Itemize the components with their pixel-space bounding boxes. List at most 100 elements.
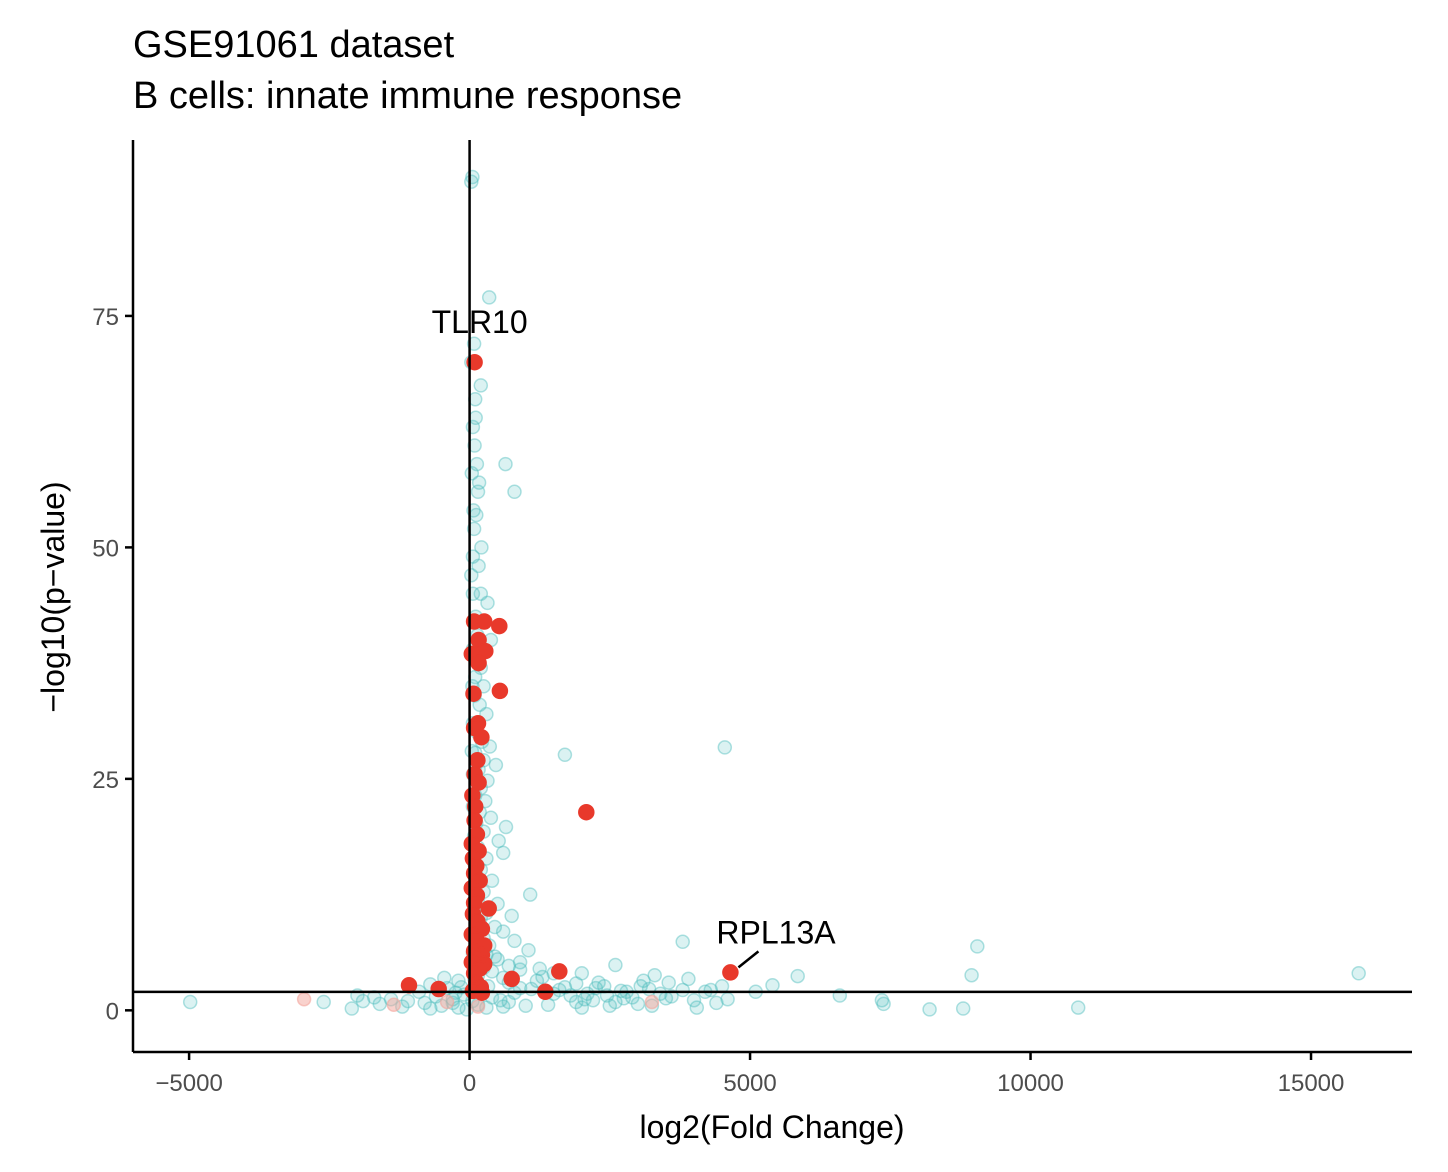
gene-point [602,998,618,1013]
gene-point [608,994,623,1010]
gene-point [636,973,651,988]
pathway-gene-point [551,963,568,980]
gene-annotation: TLR10 [432,304,528,340]
gene-point [681,971,696,987]
gene-point [464,174,479,189]
pathway-gene-point [400,977,418,994]
gene-point [468,410,483,426]
pathway-gene-point-nonsig [470,999,486,1014]
gene-point [470,484,486,500]
gene-point [400,993,416,1009]
gene-point [568,976,584,991]
pathway-gene-point [430,980,447,998]
gene-annotation: RPL13A [716,914,836,969]
gene-point [574,1000,590,1015]
gene-point [507,933,522,949]
gene-point [471,558,486,574]
gene-point [874,992,890,1008]
pathway-gene-point-nonsig [439,994,455,1010]
y-tick-label: 0 [106,998,119,1025]
pathway-gene-point-nonsig [386,997,402,1013]
pathway-gene-point [503,970,520,988]
gene-point [574,966,590,981]
gene-point [557,747,573,763]
gene-point [717,740,733,755]
gene-point [535,969,550,985]
gene-point [675,934,690,950]
gene-label: TLR10 [432,304,528,340]
gene-point [501,994,517,1010]
gene-point [661,975,676,990]
gene-point [964,967,979,983]
gene-point [518,998,533,1013]
gene-point [491,833,506,849]
gene-point [689,1000,705,1015]
gene-point [512,954,528,970]
gene-point [498,456,513,472]
pathway-gene-point [469,752,486,769]
gene-annotation-leader [737,950,760,969]
gene-point [955,1001,971,1016]
gene-point [876,996,891,1012]
x-tick-label: 0 [463,1070,476,1097]
gene-point [498,819,514,835]
gene-point [464,466,480,481]
gene-point [608,957,623,973]
gene-point [686,992,702,1008]
pathway-gene-point-nonsig [296,991,312,1007]
gene-point [464,567,479,583]
gene-point [529,973,545,988]
gene-point [316,994,331,1010]
x-tick-label: 15000 [1278,1070,1345,1097]
pathway-gene-point [491,617,508,635]
x-tick-label: 5000 [723,1070,776,1097]
gene-point [467,438,482,453]
gene-label: RPL13A [716,914,836,950]
pathway-gene-point-nonsig [644,994,660,1010]
gene-point [495,924,511,939]
gene-point [664,989,679,1004]
gene-point [591,975,606,990]
gene-point [585,992,601,1008]
gene-point [495,999,511,1014]
pathway-gene-point [470,654,487,672]
gene-point [474,540,489,555]
x-tick-label: −5000 [155,1070,222,1097]
gene-point [469,507,484,523]
pathway-gene-point [578,803,595,821]
gene-point [1070,1000,1086,1015]
gene-point [466,336,482,351]
y-tick-label: 75 [92,304,119,331]
gene-point [344,1001,360,1016]
gene-point [532,961,547,976]
gene-point [473,586,489,601]
gene-point [466,521,482,537]
gene-point [709,995,724,1011]
gene-point [451,973,466,988]
gene-point [495,845,511,861]
gene-point [372,996,388,1012]
gene-point [580,986,595,1001]
x-axis-title: log2(Fold Change) [639,1109,904,1145]
gene-point [970,939,985,954]
gene-point [417,995,432,1011]
gene-point [675,982,690,998]
pathway-gene-point [722,964,739,981]
pathway-gene-point [480,900,497,917]
gene-point [557,979,573,995]
x-tick-label: 10000 [997,1070,1064,1097]
gene-point [182,994,198,1010]
gene-point [616,991,632,1006]
gene-point [480,595,495,611]
gene-point [451,1000,466,1015]
reference-lines [133,140,1412,1052]
gene-point [568,994,584,1010]
pathway-gene-point [491,682,509,700]
points-layer [182,169,1366,1017]
pathway-gene-point [465,685,482,702]
gene-point [522,887,538,902]
gene-point [1351,966,1366,981]
gene-point [355,993,371,1009]
gene-point [473,378,489,393]
gene-point [524,981,539,997]
